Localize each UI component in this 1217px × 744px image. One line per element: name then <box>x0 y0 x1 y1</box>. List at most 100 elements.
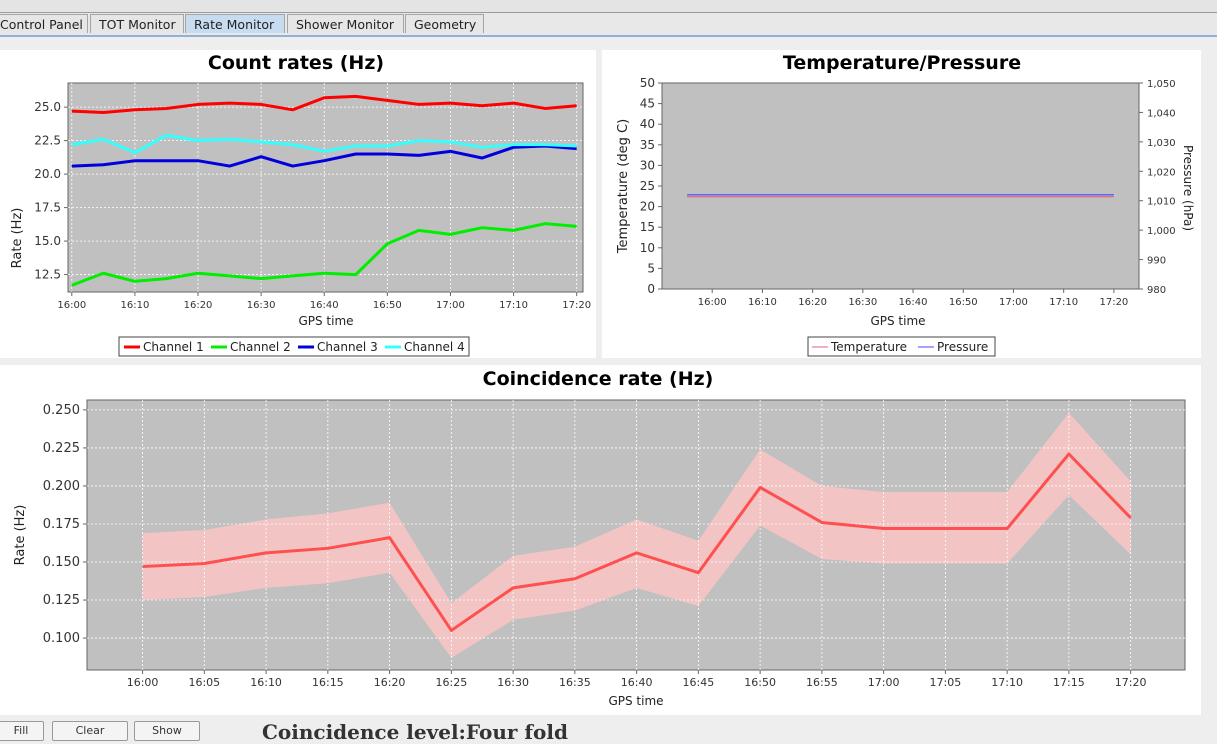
temp-pressure-plot-area <box>661 82 1140 290</box>
series-line-channel-2 <box>71 222 577 287</box>
y2-tick-label: 1,030 <box>1147 138 1176 149</box>
count-rates-chart: Count rates (Hz) 16:00 16:10 16:20 16:30 16:… <box>10 52 591 357</box>
coincidence-level-label: Coincidence level:Four fold <box>262 720 568 744</box>
y-tick-label: 35 <box>640 138 655 152</box>
x-tick-label: 16:40 <box>310 300 339 311</box>
y2-tick-label: 1,040 <box>1147 108 1176 119</box>
y-tick-label: 0.250 <box>43 403 80 418</box>
y-tick-label: 25 <box>640 179 655 193</box>
y-tick-label: 20.0 <box>34 167 61 181</box>
x-tick-label: 16:10 <box>120 300 149 311</box>
tab-control-panel[interactable]: Control Panel <box>0 14 88 33</box>
tab-geometry[interactable]: Geometry <box>405 14 484 33</box>
tab-rate-monitor[interactable]: Rate Monitor <box>185 14 285 33</box>
x-tick-label: 16:10 <box>250 676 282 689</box>
y-tick-label: 40 <box>640 117 655 131</box>
y-tick-label: 15.0 <box>34 234 61 248</box>
coincidence-chart: Coincidence rate (Hz) 16:00 16:05 16:10 16:… <box>13 368 1186 708</box>
error-band <box>142 412 1131 658</box>
legend-label: Channel 2 <box>230 340 291 354</box>
count-rates-ylabel: Rate (Hz) <box>10 208 25 269</box>
series-line-rate <box>142 452 1132 632</box>
x-tick-label: 16:30 <box>247 300 276 311</box>
x-tick-label: 16:40 <box>899 297 928 308</box>
coincidence-ylabel: Rate (Hz) <box>13 505 28 566</box>
x-tick-label: 16:45 <box>683 676 715 689</box>
x-tick-label: 16:00 <box>698 297 727 308</box>
x-tick-label: 17:00 <box>436 300 465 311</box>
count-rates-legend: Channel 1 Channel 2 Channel 3 Channel 4 <box>118 336 470 357</box>
count-rates-title: Count rates (Hz) <box>208 52 384 74</box>
fill-button[interactable]: Fill <box>0 721 44 741</box>
x-tick-label: 17:20 <box>1115 676 1147 689</box>
tab-shower-monitor[interactable]: Shower Monitor <box>287 14 404 33</box>
temp-pressure-ylabel: Temperature (deg C) <box>616 119 631 254</box>
y-tick-label: 0 <box>647 282 655 296</box>
coincidence-panel: Coincidence rate (Hz) 16:00 16:05 16:10 16:… <box>0 365 1201 715</box>
x-tick-label: 16:40 <box>621 676 653 689</box>
x-tick-label: 16:30 <box>848 297 877 308</box>
x-tick-label: 16:15 <box>312 676 344 689</box>
clear-button[interactable]: Clear <box>52 721 128 741</box>
x-tick-label: 16:50 <box>373 300 402 311</box>
series-line-channel-1 <box>71 94 577 114</box>
x-tick-label: 17:10 <box>499 300 528 311</box>
x-tick-label: 16:20 <box>798 297 827 308</box>
y-tick-label: 30 <box>640 158 655 172</box>
y-tick-label: 50 <box>640 76 655 90</box>
y-tick-label: 12.5 <box>34 268 61 282</box>
x-tick-label: 16:50 <box>744 676 776 689</box>
y-tick-label: 0.225 <box>43 441 80 456</box>
x-tick-label: 16:00 <box>127 676 159 689</box>
y-tick-label: 0.125 <box>43 593 80 608</box>
legend-label: Channel 3 <box>317 340 378 354</box>
y-tick-label: 0.200 <box>43 479 80 494</box>
y-tick-label: 0.100 <box>43 631 80 646</box>
y-tick-label: 20 <box>640 200 655 214</box>
series-line-channel-4 <box>71 133 577 155</box>
count-rates-panel: Count rates (Hz) 16:00 16:10 16:20 16:30 16:… <box>0 50 596 358</box>
legend-label: Pressure <box>937 340 988 354</box>
y-tick-label: 10 <box>640 241 655 255</box>
x-tick-label: 17:05 <box>930 676 962 689</box>
x-tick-label: 17:10 <box>991 676 1023 689</box>
x-tick-label: 16:55 <box>806 676 838 689</box>
y2-tick-label: 1,050 <box>1147 79 1176 90</box>
tab-tot-monitor[interactable]: TOT Monitor <box>90 14 184 33</box>
x-tick-label: 16:20 <box>374 676 406 689</box>
x-tick-label: 16:00 <box>57 300 86 311</box>
temp-pressure-y2label: Pressure (hPa) <box>1181 145 1195 231</box>
x-tick-label: 17:00 <box>868 676 900 689</box>
y-tick-label: 0.150 <box>43 555 80 570</box>
temp-pressure-xlabel: GPS time <box>870 314 925 328</box>
tab-bar: Control Panel TOT Monitor Rate Monitor S… <box>0 13 1217 37</box>
coincidence-xlabel: GPS time <box>608 694 663 708</box>
legend-label: Channel 4 <box>404 340 465 354</box>
y-tick-label: 25.0 <box>34 100 61 114</box>
x-tick-label: 17:15 <box>1053 676 1085 689</box>
show-button[interactable]: Show <box>134 721 200 741</box>
x-tick-label: 16:35 <box>559 676 591 689</box>
x-tick-label: 17:20 <box>1099 297 1128 308</box>
legend-label: Temperature <box>830 340 907 354</box>
x-tick-label: 16:10 <box>748 297 777 308</box>
y-tick-label: 5 <box>647 261 655 275</box>
y2-tick-label: 1,000 <box>1147 226 1176 237</box>
y-tick-label: 17.5 <box>34 201 61 215</box>
y2-tick-label: 1,010 <box>1147 197 1176 208</box>
x-tick-label: 16:50 <box>949 297 978 308</box>
temp-pressure-panel: Temperature/Pressure 16:00 16:10 16:20 16:3… <box>602 50 1201 358</box>
count-rates-xlabel: GPS time <box>298 314 353 328</box>
temp-pressure-chart: Temperature/Pressure 16:00 16:10 16:20 16:3… <box>616 52 1195 357</box>
x-tick-label: 16:20 <box>184 300 213 311</box>
y-tick-label: 15 <box>640 220 655 234</box>
y-tick-label: 0.175 <box>43 517 80 532</box>
y-tick-label: 22.5 <box>34 134 61 148</box>
x-tick-label: 17:10 <box>1049 297 1078 308</box>
temp-pressure-title: Temperature/Pressure <box>783 52 1021 74</box>
y2-tick-label: 980 <box>1147 285 1166 296</box>
coincidence-title: Coincidence rate (Hz) <box>483 368 714 390</box>
x-tick-label: 16:25 <box>436 676 468 689</box>
x-tick-label: 16:05 <box>188 676 220 689</box>
x-tick-label: 17:00 <box>999 297 1028 308</box>
